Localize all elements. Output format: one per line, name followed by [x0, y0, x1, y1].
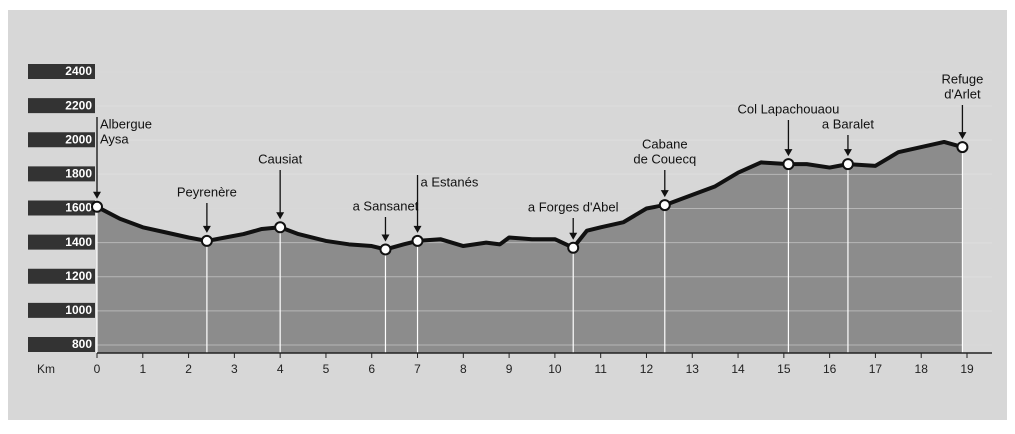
x-tick-label: 7: [414, 362, 421, 376]
waypoint-marker: [782, 158, 795, 171]
x-tick-label: 6: [368, 362, 375, 376]
y-tick-label: 1600: [65, 201, 92, 215]
waypoint-label: a Sansanet: [353, 198, 419, 213]
waypoint-label: a Forges d'Abel: [528, 199, 619, 214]
y-tick-box: [28, 337, 95, 352]
waypoint-arrowhead: [276, 212, 285, 220]
x-tick-label: 13: [686, 362, 700, 376]
x-tick-label: 18: [915, 362, 929, 376]
waypoint-marker: [411, 234, 424, 247]
x-tick-label: 16: [823, 362, 837, 376]
x-tick-label: 2: [185, 362, 192, 376]
x-tick-label: 15: [777, 362, 791, 376]
x-tick-label: 19: [960, 362, 974, 376]
waypoint-marker: [658, 199, 671, 212]
waypoint-arrowhead: [93, 191, 101, 199]
waypoint-marker: [91, 200, 103, 213]
waypoint-marker: [841, 158, 854, 171]
x-tick-label: 0: [94, 362, 101, 376]
x-tick-label: 12: [640, 362, 654, 376]
waypoint-arrowhead: [843, 149, 852, 157]
x-tick-label: 8: [460, 362, 467, 376]
x-tick-label: 17: [869, 362, 883, 376]
waypoint-label: Col Lapachouaou: [737, 101, 839, 116]
y-tick-label: 1200: [65, 269, 92, 283]
waypoint-arrowhead: [202, 225, 211, 233]
waypoint-marker: [200, 234, 213, 247]
y-tick-box: [28, 234, 95, 250]
x-tick-label: 11: [594, 362, 607, 376]
x-tick-label: 4: [277, 362, 284, 376]
waypoint-label: Peyrenère: [177, 184, 237, 199]
x-tick-label: 5: [323, 362, 330, 376]
y-tick-box: [28, 166, 95, 182]
waypoint-label: de Couecq: [633, 151, 696, 166]
waypoint-arrowhead: [958, 132, 967, 140]
waypoint-label: Causiat: [258, 151, 302, 166]
waypoint-label: a Baralet: [822, 116, 874, 131]
x-tick-label: 14: [731, 362, 745, 376]
elevation-area: [97, 141, 963, 353]
waypoint-label: Cabane: [642, 136, 688, 151]
elevation-line: [96, 139, 963, 252]
y-tick-box: [28, 98, 95, 114]
y-tick-box: [28, 200, 95, 216]
waypoint-marker: [956, 141, 969, 154]
y-tick-box: [28, 132, 95, 148]
y-tick-label: 800: [72, 337, 92, 351]
waypoint-arrowhead: [660, 190, 669, 198]
y-tick-label: 2400: [65, 64, 92, 78]
waypoint-arrowhead: [413, 225, 422, 233]
waypoint-arrowhead: [784, 149, 793, 157]
waypoint-arrowhead: [569, 232, 578, 240]
waypoint-label: Refuge: [941, 71, 983, 86]
waypoint-arrowhead: [381, 234, 390, 242]
x-tick-label: 10: [548, 362, 562, 376]
y-tick-label: 1800: [65, 167, 92, 181]
waypoint-marker: [379, 243, 392, 256]
x-tick-label: 3: [231, 362, 238, 376]
waypoint-marker: [567, 241, 580, 254]
x-tick-label: 9: [506, 362, 513, 376]
y-tick-label: 2200: [65, 98, 92, 112]
waypoint-marker: [274, 221, 287, 234]
x-tick-label: 1: [139, 362, 146, 376]
y-tick-box: [28, 64, 95, 79]
waypoint-label: a Estanés: [421, 174, 479, 189]
waypoint-label: Albergue: [100, 116, 152, 131]
y-tick-box: [28, 302, 95, 318]
y-tick-label: 1400: [65, 235, 92, 249]
y-tick-label: 2000: [65, 132, 92, 146]
y-tick-box: [28, 268, 95, 284]
x-axis-label: Km: [37, 362, 55, 376]
y-tick-label: 1000: [65, 303, 92, 317]
waypoint-label: d'Arlet: [944, 86, 981, 101]
waypoint-label: Aysa: [100, 131, 129, 146]
